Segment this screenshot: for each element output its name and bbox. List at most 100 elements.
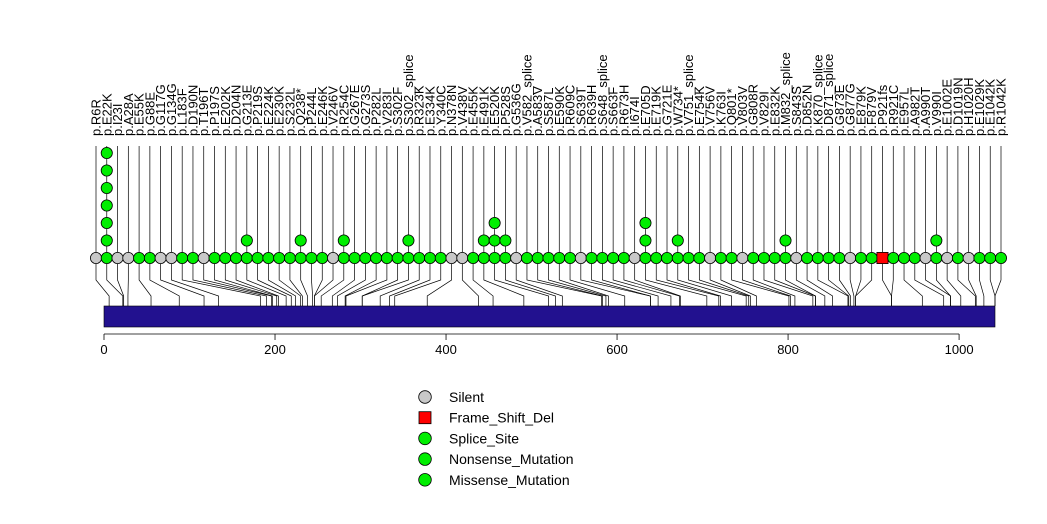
label-p-p219s: p.P219S: [250, 86, 265, 136]
marker-p-s663f: [607, 251, 620, 264]
marker-p-i674i: [628, 251, 641, 264]
connector-p-e590k: [558, 258, 609, 306]
label-p-v283i: p.V283I: [379, 91, 394, 136]
label-p-r673h: p.R673H: [616, 85, 631, 136]
marker-p-g117g: [154, 251, 167, 264]
label-p-q801: p.Q801*: [724, 88, 739, 136]
marker-p-v582-splice: [520, 251, 533, 264]
label-p-p528s: p.P528S: [498, 86, 513, 136]
legend-label-missense-mutation: Missense_Mutation: [449, 472, 570, 488]
label-p-a990t: p.A990T: [918, 87, 933, 136]
label-p-e55k: p.E55K: [132, 93, 147, 136]
marker-p-v756v: [704, 251, 717, 264]
connector-p-p282l: [344, 258, 377, 306]
marker-p-e520k: [488, 251, 501, 264]
label-p-g808r: p.G808R: [746, 84, 761, 136]
connector-p-g877g: [849, 258, 855, 306]
marker-p-e334k: [423, 251, 436, 264]
marker-p-e55k: [133, 251, 146, 264]
marker-p-r6r: [90, 251, 103, 264]
label-p-s232l: p.S232L: [282, 88, 297, 136]
marker-p-q801: [725, 251, 738, 264]
label-p-e202k: p.E202K: [218, 86, 233, 136]
label-p-l183f: p.L183F: [175, 88, 190, 136]
label-p-s663f: p.S663F: [606, 87, 621, 136]
marker-p-g267e: [348, 251, 361, 264]
connector-p-e719k: [655, 258, 720, 306]
marker-p-m832-splice: [779, 251, 792, 264]
label-p-v246v: p.V246V: [326, 86, 341, 136]
marker-p-q238: [294, 251, 307, 264]
connector-p-e202k: [224, 258, 278, 306]
marker-p-r921c: [887, 251, 900, 264]
marker-p-r639h: [585, 251, 598, 264]
connector-p-r254c: [320, 258, 345, 306]
marker-p-d1019n: [951, 251, 964, 264]
connector-p-e224k: [268, 258, 296, 306]
marker-p-e705d: [639, 216, 652, 229]
marker-p-e246k: [316, 251, 329, 264]
marker-p-e22k: [100, 251, 113, 264]
connector-p-d852n: [806, 258, 833, 306]
x-tick-label-0: 0: [100, 342, 107, 357]
marker-p-r609c: [564, 251, 577, 264]
marker-p-g273s: [359, 251, 372, 264]
marker-p-r673h: [617, 251, 630, 264]
marker-p-e832k: [768, 251, 781, 264]
marker-p-g213e: [240, 234, 253, 247]
marker-p-l183f: [176, 251, 189, 264]
label-p-s843s: p.S843S: [789, 86, 804, 136]
marker-p-e491k: [477, 251, 490, 264]
label-p-g273s: p.G273S: [358, 84, 373, 136]
marker-p-v438v: [456, 251, 469, 264]
label-p-g117g: p.G117G: [153, 84, 168, 136]
label-p-t196t: p.T196T: [196, 88, 211, 136]
legend-swatch-silent: [418, 390, 432, 404]
connector-p-s302-splice: [361, 258, 409, 306]
marker-p-g213e: [240, 251, 253, 264]
connector-p-s648-splice: [602, 258, 659, 306]
marker-p-e202k: [219, 251, 232, 264]
marker-p-e957l: [898, 251, 911, 264]
label-p-v751-splice: p.V751_splice: [681, 54, 696, 136]
marker-p-s639t: [574, 251, 587, 264]
legend: Silent Frame_Shift_Del Splice_Site Nonsense…: [418, 389, 574, 488]
connector-p-g88e: [149, 258, 180, 306]
label-p-i674i: p.I674I: [627, 96, 642, 136]
label-p-g721e: p.G721E: [660, 84, 675, 136]
connector-p-r609c: [569, 258, 626, 306]
marker-p-a583v: [531, 251, 544, 264]
connector-p-e705d: [645, 258, 708, 306]
connector-p-e491k: [483, 258, 525, 306]
marker-p-g134g: [165, 251, 178, 264]
x-axis: 0 200 400 600 800 1000: [100, 333, 974, 357]
label-p-r609c: p.R609C: [563, 85, 578, 136]
label-p-e230k: p.E230K: [272, 86, 287, 136]
marker-p-v283i: [380, 251, 393, 264]
marker-p-e705d: [639, 234, 652, 247]
connector-p-s232l: [289, 258, 303, 306]
legend-label-frame-shift-del: Frame_Shift_Del: [449, 410, 554, 426]
label-p-p197s: p.P197S: [207, 86, 222, 136]
marker-p-v803v: [736, 251, 749, 264]
label-p-s648-splice: p.S648_splice: [595, 54, 610, 136]
marker-p-p197s: [208, 251, 221, 264]
marker-p-a28a: [122, 251, 135, 264]
label-p-v756v: p.V756V: [703, 86, 718, 136]
marker-p-e22k: [100, 199, 113, 212]
connector-p-p219s: [257, 258, 292, 306]
marker-p-e520k: [488, 234, 501, 247]
marker-p-n378n: [445, 251, 458, 264]
label-p-r639h: p.R639H: [584, 85, 599, 136]
label-p-e957l: p.E957L: [897, 88, 912, 136]
marker-p-e22k: [100, 146, 113, 159]
label-p-a28a: p.A28A: [121, 93, 136, 136]
marker-p-g873e: [833, 251, 846, 264]
connector-p-a982t: [914, 258, 945, 306]
label-p-v582-splice: p.V582_splice: [519, 54, 534, 136]
label-p-s302-splice: p.S302_splice: [401, 54, 416, 136]
marker-p-e719k: [650, 251, 663, 264]
marker-p-g88e: [143, 251, 156, 264]
label-p-s302f: p.S302F: [390, 87, 405, 136]
